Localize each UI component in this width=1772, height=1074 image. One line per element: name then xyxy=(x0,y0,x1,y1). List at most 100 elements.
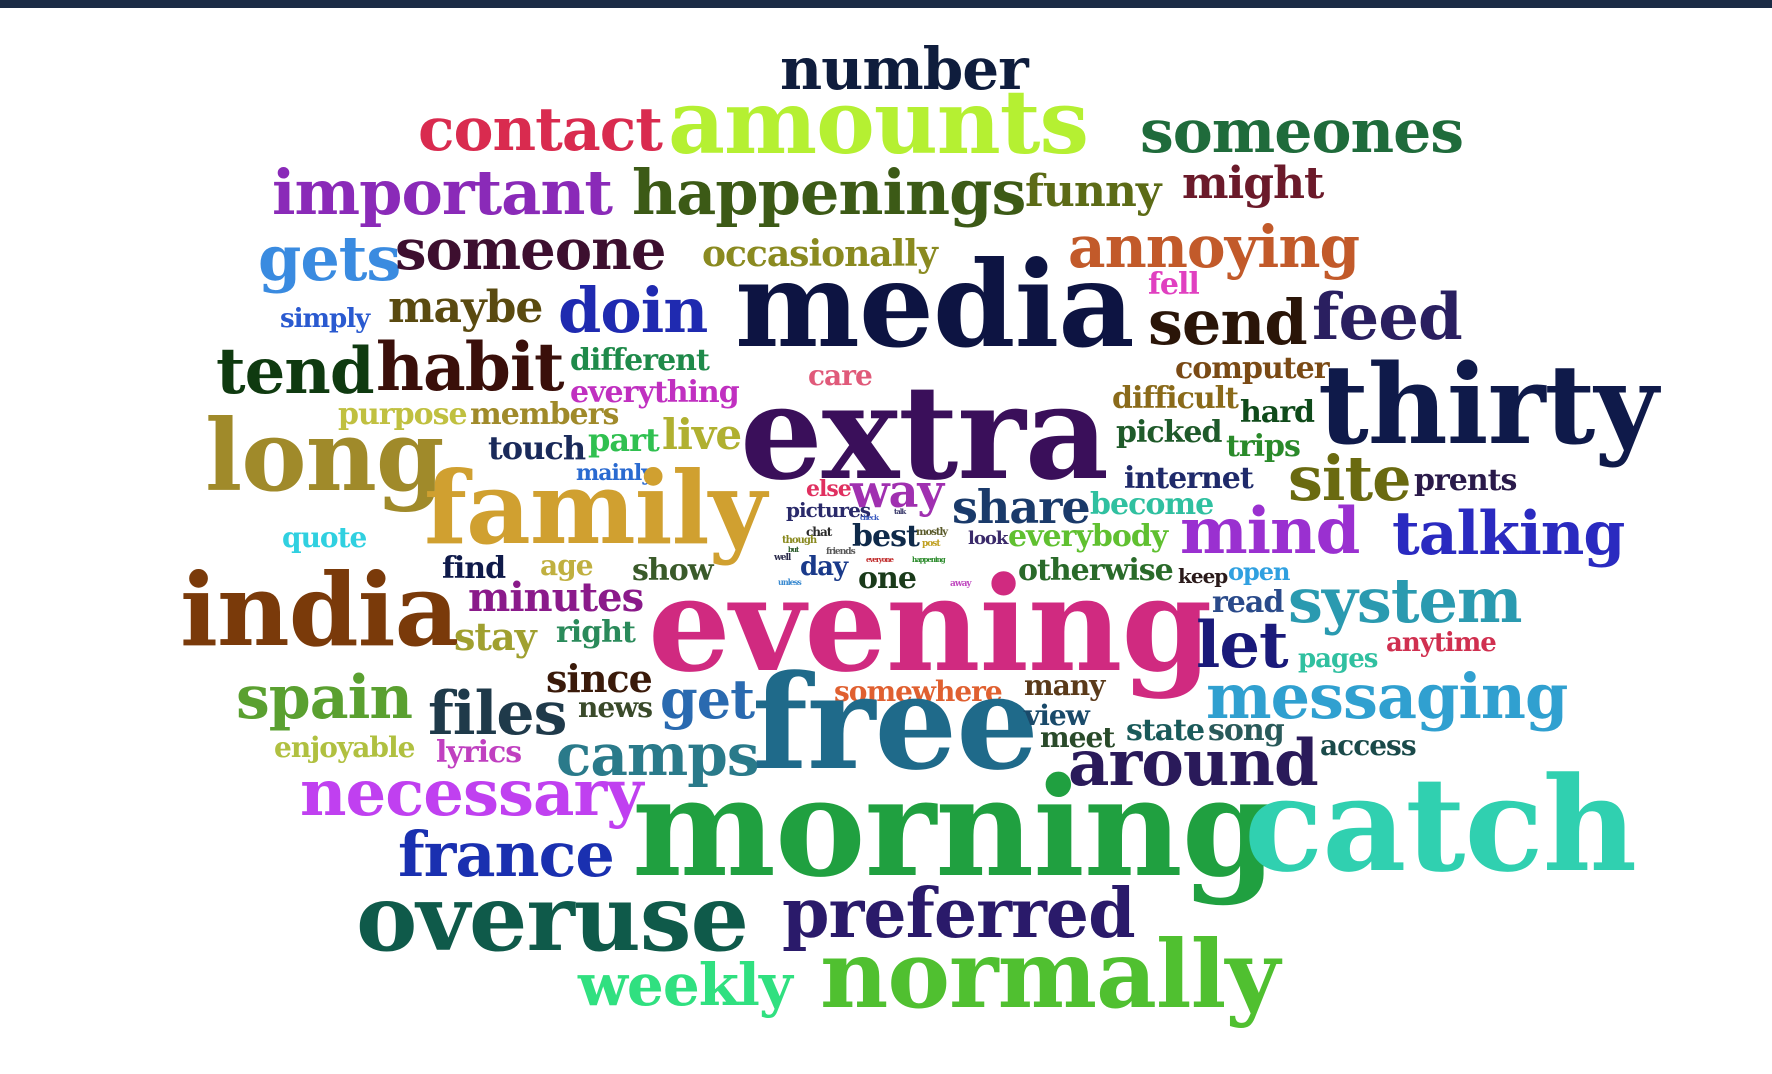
word: members xyxy=(470,397,619,432)
word: simply xyxy=(280,304,370,334)
word: friends xyxy=(826,547,856,557)
word: around xyxy=(1068,726,1319,801)
word: state xyxy=(1126,713,1205,748)
word: maybe xyxy=(388,282,543,333)
word: computer xyxy=(1175,351,1330,386)
word: post xyxy=(922,539,941,549)
word: system xyxy=(1288,564,1523,637)
word: access xyxy=(1320,729,1417,762)
word: picked xyxy=(1116,415,1222,450)
word: preferred xyxy=(782,874,1136,954)
word: funny xyxy=(1025,166,1161,217)
word: become xyxy=(1090,487,1214,522)
word: unless xyxy=(778,577,802,587)
word: everyone xyxy=(866,555,894,564)
word: meet xyxy=(1040,721,1115,754)
word: tend xyxy=(216,334,375,409)
word: chat xyxy=(806,525,832,539)
word: otherwise xyxy=(1018,553,1174,588)
word: number xyxy=(780,35,1029,103)
word: let xyxy=(1196,608,1289,683)
word: share xyxy=(952,480,1091,534)
word: happenings xyxy=(632,156,1026,229)
word: internet xyxy=(1124,461,1254,496)
word: long xyxy=(205,399,444,514)
word: though xyxy=(782,535,817,546)
word: quote xyxy=(282,521,367,554)
word: anytime xyxy=(1386,628,1497,658)
word: might xyxy=(1182,158,1324,209)
word: hard xyxy=(1240,395,1315,430)
word: right xyxy=(556,615,636,650)
word: read xyxy=(1212,585,1284,620)
word: necessary xyxy=(300,756,643,831)
word: show xyxy=(632,553,714,588)
word: open xyxy=(1228,557,1291,586)
word: away xyxy=(950,579,972,589)
word: difficult xyxy=(1112,381,1239,416)
word: fell xyxy=(1148,267,1200,302)
word: habit xyxy=(376,328,564,406)
word: trips xyxy=(1226,429,1301,464)
word: part xyxy=(588,421,660,459)
word: different xyxy=(570,343,710,378)
word: extra xyxy=(740,356,1109,509)
word: mainly xyxy=(576,460,654,486)
word: talk xyxy=(894,507,906,516)
word: song xyxy=(1208,713,1285,748)
word: camps xyxy=(556,721,759,789)
word: mostly xyxy=(916,527,948,538)
word: talking xyxy=(1392,499,1625,569)
word: day xyxy=(800,552,848,582)
word: contact xyxy=(418,95,663,165)
word: news xyxy=(578,691,653,724)
word: gets xyxy=(258,222,401,295)
word: site xyxy=(1288,442,1412,515)
word: occasionally xyxy=(702,233,938,275)
word: touch xyxy=(488,429,586,467)
word: happening xyxy=(912,555,946,564)
word: normally xyxy=(820,920,1280,1030)
word: feed xyxy=(1312,280,1463,355)
word: send xyxy=(1148,286,1308,359)
word: well xyxy=(774,553,791,563)
word: keep xyxy=(1178,564,1228,588)
word: best xyxy=(852,519,920,554)
word: morning xyxy=(632,748,1277,908)
word: look xyxy=(968,528,1008,549)
word: india xyxy=(180,551,459,669)
word: find xyxy=(442,551,506,586)
word: care xyxy=(808,359,873,392)
word: live xyxy=(662,410,742,459)
word: someones xyxy=(1140,97,1464,167)
word: stay xyxy=(454,614,537,659)
word: pictures xyxy=(786,498,871,522)
word: check xyxy=(860,513,879,522)
word: free xyxy=(752,646,1039,799)
word: prents xyxy=(1414,463,1517,498)
word: amounts xyxy=(668,70,1089,174)
word: lyrics xyxy=(436,735,522,770)
word: files xyxy=(428,679,567,749)
word: everything xyxy=(570,375,740,410)
word: doin xyxy=(558,274,708,347)
word: messaging xyxy=(1206,660,1568,733)
word: someone xyxy=(395,217,666,283)
word: mind xyxy=(1180,494,1360,569)
word: spain xyxy=(236,663,413,733)
word: catch xyxy=(1244,748,1637,901)
word: but xyxy=(788,545,799,554)
word: thirty xyxy=(1318,340,1658,469)
word: purpose xyxy=(338,397,468,432)
word: else xyxy=(806,476,852,502)
word: way xyxy=(850,464,944,518)
word: annoying xyxy=(1068,213,1360,281)
word: enjoyable xyxy=(274,731,415,764)
window-top-bar xyxy=(0,0,1772,8)
word: weekly xyxy=(578,951,793,1019)
word: everybody xyxy=(1008,519,1168,554)
word: view xyxy=(1024,699,1090,732)
word: somewhere xyxy=(834,675,1003,708)
word: many xyxy=(1024,669,1105,702)
